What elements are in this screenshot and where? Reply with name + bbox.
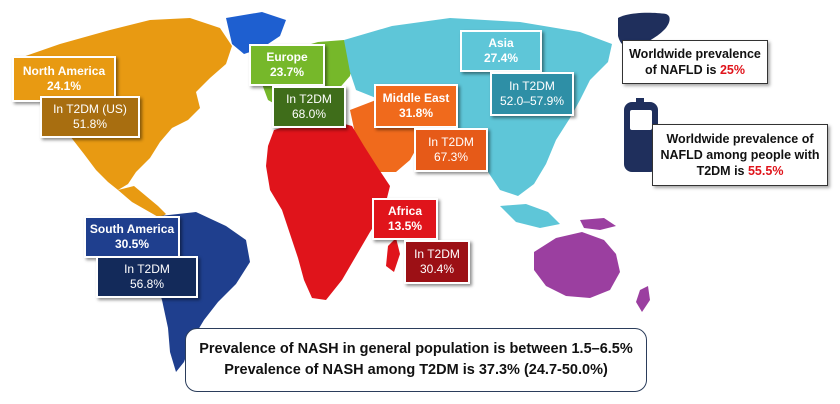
asia-box: Asia 27.4%: [460, 30, 542, 72]
asia-t2dm-value: 52.0–57.9%: [499, 94, 565, 108]
greenland-landmass: [226, 12, 286, 54]
asia-landmass: [344, 18, 612, 196]
se-asia-islands: [500, 204, 560, 228]
europe-name: Europe: [266, 50, 308, 64]
liver-icon: [618, 12, 670, 49]
nafld-worldwide-text: Worldwide prevalence of NAFLD is: [629, 47, 761, 77]
nash-line-general: Prevalence of NASH in general population…: [199, 341, 633, 357]
middle-east-t2dm-value: 67.3%: [433, 150, 469, 164]
madagascar-landmass: [386, 238, 400, 272]
asia-name: Asia: [488, 36, 514, 50]
asia-t2dm-label: In T2DM: [509, 79, 555, 93]
europe-box: Europe 23.7%: [249, 44, 325, 86]
africa-landmass: [266, 120, 390, 300]
africa-t2dm-value: 30.4%: [419, 262, 455, 276]
north-america-prevalence: 24.1%: [46, 79, 82, 93]
south-america-t2dm-box: In T2DM 56.8%: [96, 256, 198, 298]
middle-east-prevalence: 31.8%: [398, 106, 434, 120]
europe-t2dm-box: In T2DM 68.0%: [272, 86, 346, 128]
europe-t2dm-label: In T2DM: [286, 92, 332, 106]
middle-east-box: Middle East 31.8%: [374, 84, 458, 128]
north-america-t2dm-value: 51.8%: [72, 117, 108, 131]
middle-east-name: Middle East: [382, 91, 450, 105]
africa-t2dm-box: In T2DM 30.4%: [404, 240, 470, 284]
europe-prevalence: 23.7%: [269, 65, 305, 79]
asia-t2dm-box: In T2DM 52.0–57.9%: [490, 72, 574, 116]
glucometer-icon: [624, 98, 658, 172]
south-america-box: South America 30.5%: [84, 216, 180, 258]
north-america-t2dm-label: In T2DM (US): [53, 102, 127, 116]
nafld-t2dm-text: Worldwide prevalence of NAFLD among peop…: [660, 132, 820, 178]
africa-box: Africa 13.5%: [372, 198, 438, 240]
middle-east-t2dm-label: In T2DM: [428, 135, 474, 149]
south-america-name: South America: [89, 222, 175, 236]
middle-east-t2dm-box: In T2DM 67.3%: [414, 128, 488, 172]
nafld-t2dm-value: 55.5%: [747, 164, 784, 178]
north-america-t2dm-box: In T2DM (US) 51.8%: [40, 96, 140, 138]
europe-t2dm-value: 68.0%: [291, 107, 327, 121]
africa-prevalence: 13.5%: [387, 219, 423, 233]
oceania-landmass: [534, 232, 620, 298]
africa-t2dm-label: In T2DM: [414, 247, 460, 261]
south-america-t2dm-value: 56.8%: [129, 277, 165, 291]
south-america-t2dm-label: In T2DM: [124, 262, 170, 276]
asia-prevalence: 27.4%: [483, 51, 519, 65]
nash-line-t2dm: Prevalence of NASH among T2DM is 37.3% (…: [224, 362, 608, 378]
nash-prevalence-box: Prevalence of NASH in general population…: [185, 328, 647, 392]
new-zealand-landmass: [636, 286, 650, 312]
nafld-t2dm-box: Worldwide prevalence of NAFLD among peop…: [652, 124, 828, 186]
south-america-prevalence: 30.5%: [114, 237, 150, 251]
central-america-landmass: [118, 186, 166, 218]
nafld-worldwide-box: Worldwide prevalence of NAFLD is 25%: [622, 40, 768, 84]
new-guinea-landmass: [580, 218, 616, 230]
north-america-name: North America: [22, 64, 106, 78]
nafld-worldwide-value: 25%: [719, 63, 746, 77]
africa-name: Africa: [387, 204, 422, 218]
